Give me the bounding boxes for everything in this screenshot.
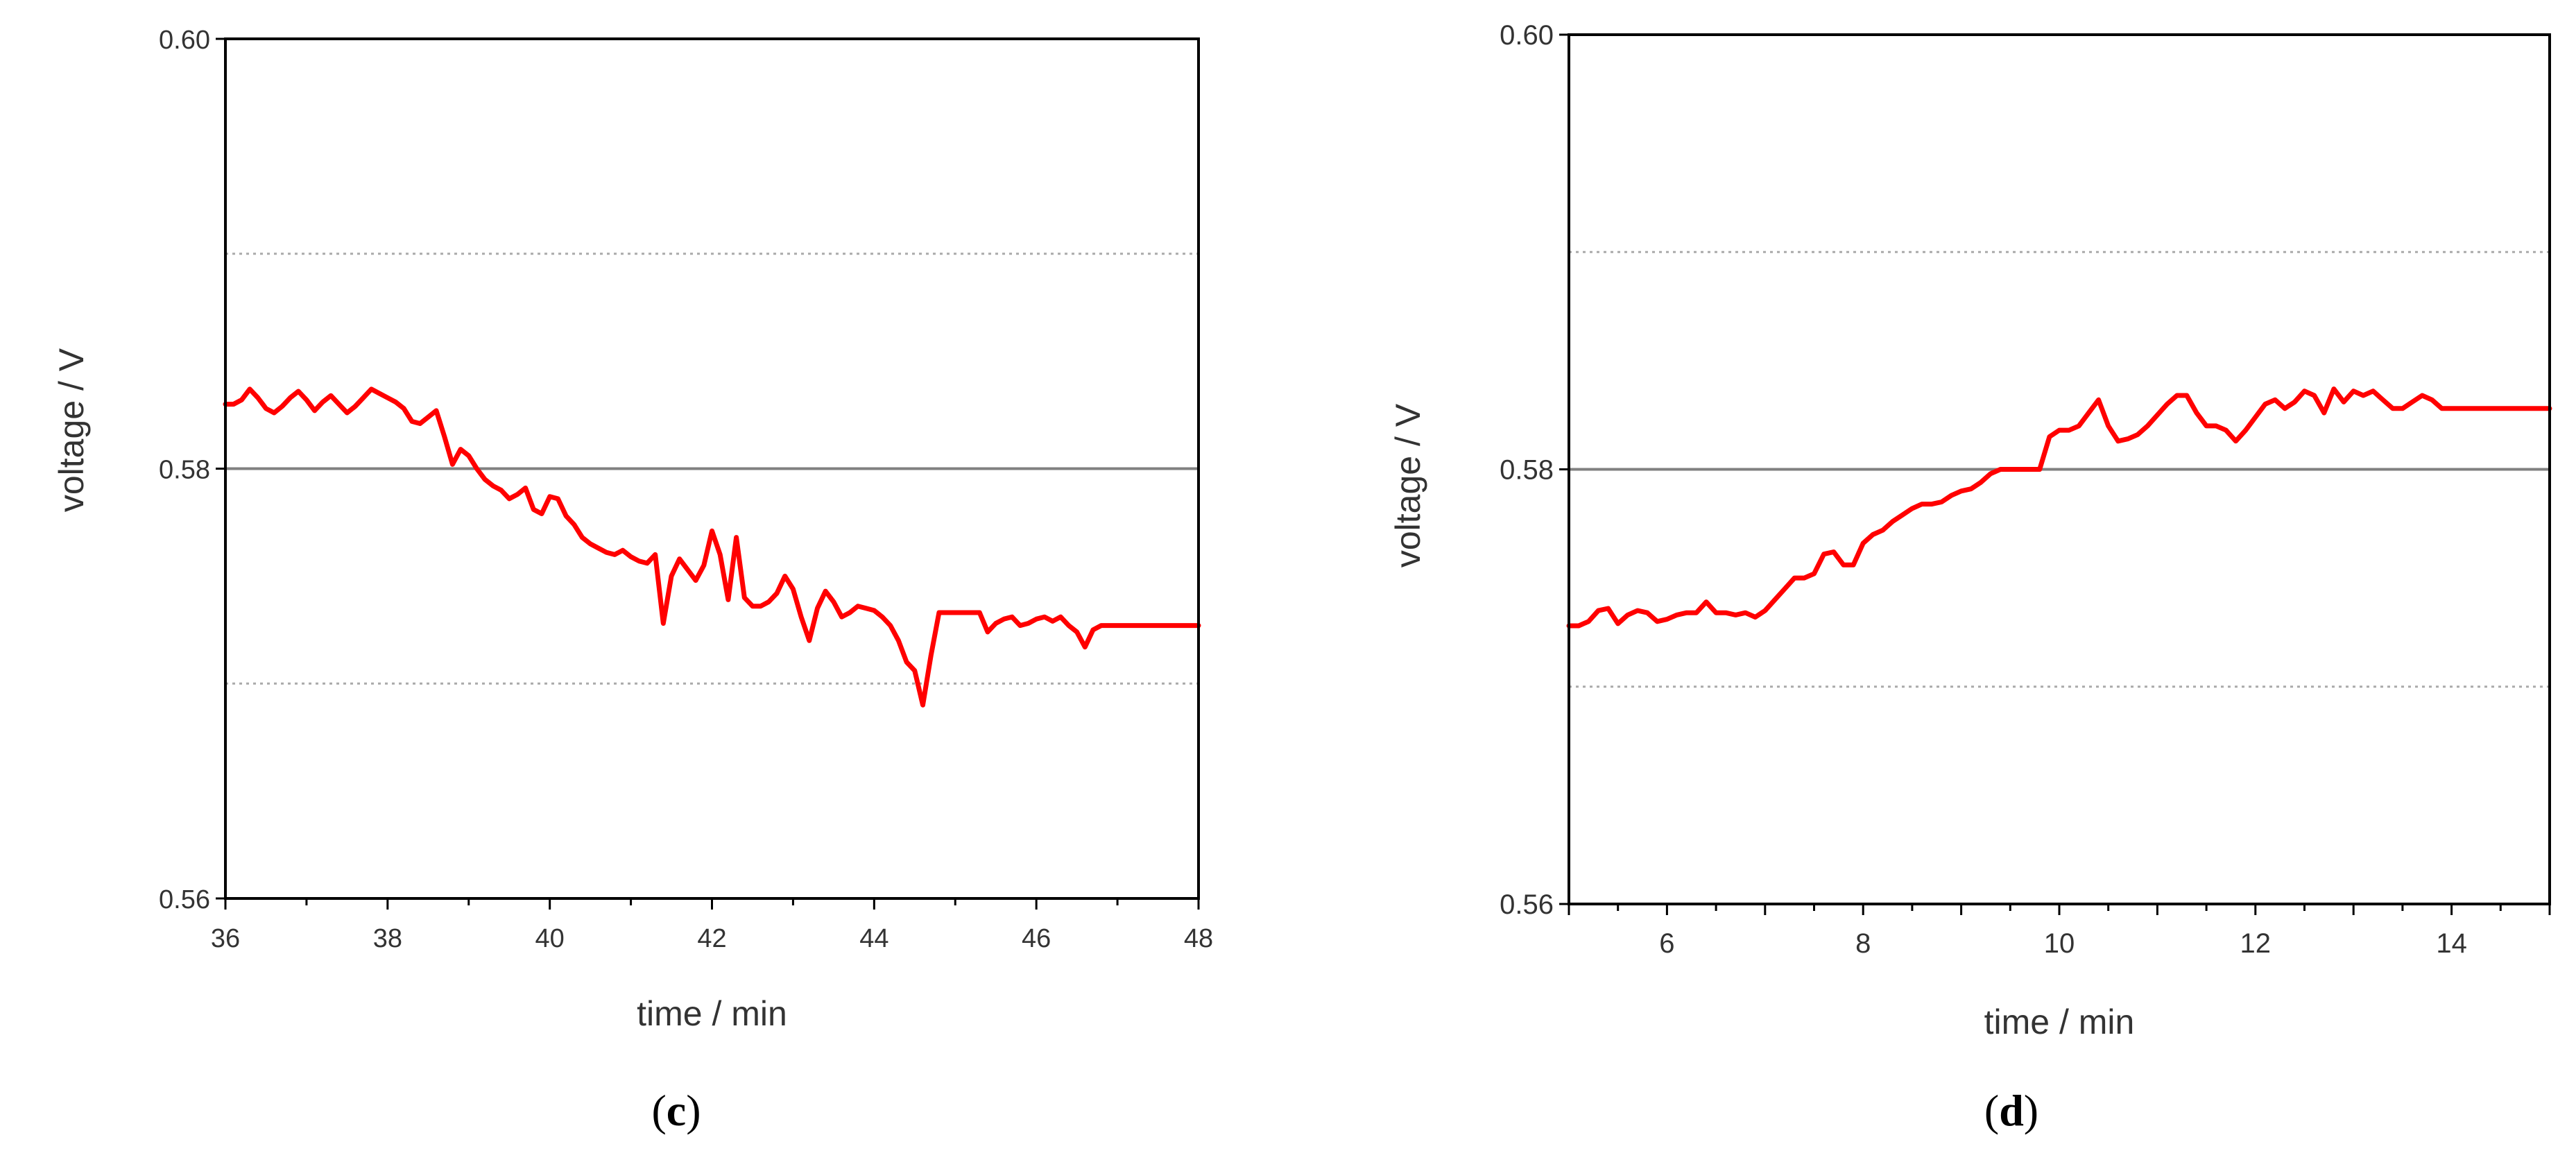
series-line-0 — [223, 386, 1201, 708]
x-tick-label: 12 — [2240, 928, 2272, 959]
x-tick-label: 48 — [1184, 924, 1213, 953]
x-tick-label: 42 — [697, 924, 726, 953]
series-line-0 — [1566, 386, 2552, 629]
x-tick-label: 14 — [2436, 928, 2467, 959]
x-axis-label: time / min — [1984, 1003, 2135, 1041]
x-tick-label: 46 — [1022, 924, 1051, 953]
y-tick-label: 0.56 — [1500, 889, 1554, 920]
panel-label: (c) — [651, 1086, 701, 1135]
chart-panel-c: 36 38 40 42 44 46 48 0.56 0.58 0.60 time / min volt… — [52, 26, 1213, 1135]
y-axis-label: voltage / V — [1389, 403, 1427, 568]
panel-label: (d) — [1984, 1086, 2038, 1135]
y-tick-label: 0.56 — [159, 885, 210, 914]
y-axis-label: voltage / V — [52, 348, 91, 512]
x-tick-label: 44 — [859, 924, 888, 953]
chart-panel-d: 6 8 10 12 14 0.56 0.58 0.60 time / min voltage / … — [1389, 20, 2552, 1135]
x-tick-label: 10 — [2044, 928, 2075, 959]
x-tick-label: 38 — [373, 924, 402, 953]
x-tick-label: 40 — [535, 924, 565, 953]
y-tick-label: 0.58 — [1500, 455, 1554, 486]
x-tick-label: 36 — [211, 924, 240, 953]
x-axis-label: time / min — [637, 994, 787, 1033]
y-tick-label: 0.60 — [159, 26, 210, 55]
y-tick-label: 0.60 — [1500, 20, 1554, 51]
x-tick-label: 8 — [1855, 928, 1871, 959]
x-tick-label: 6 — [1659, 928, 1674, 959]
y-tick-label: 0.58 — [159, 456, 210, 485]
